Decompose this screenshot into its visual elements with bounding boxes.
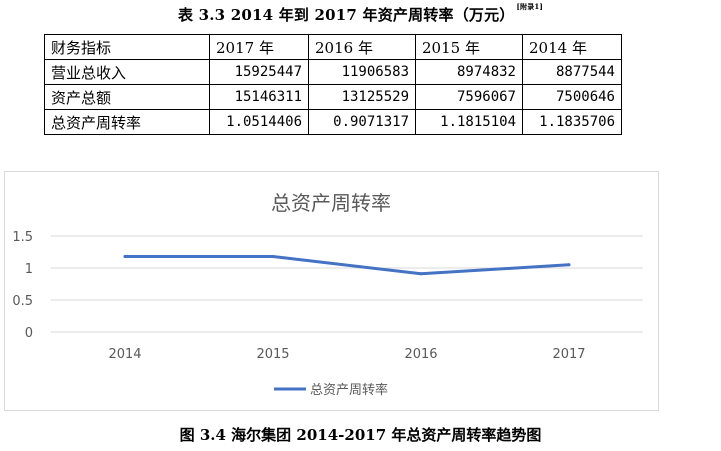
y-tick-label: 0: [25, 326, 33, 341]
table-cell: 1.0514406: [209, 109, 309, 135]
line-chart-svg: 总资产周转率 0 0.5 1 1.5 2014 2015 2016 2017 总资产周转率: [12, 191, 643, 398]
table-cell: 11906583: [308, 59, 416, 85]
header-cell-2016: 2016 年: [308, 34, 416, 60]
data-point: [419, 272, 423, 276]
chart-title: 总资产周转率: [271, 191, 391, 215]
header-cell-2017: 2017 年: [209, 34, 309, 60]
row-label: 营业总收入: [44, 59, 210, 85]
table-row: 营业总收入 15925447 11906583 8974832 8877544: [44, 59, 622, 85]
table-cell: 8877544: [522, 59, 622, 85]
header-cell-2015: 2015 年: [415, 34, 523, 60]
series-line: [123, 254, 571, 276]
y-axis-ticks: 0 0.5 1 1.5: [12, 230, 33, 341]
table-cell: 15925447: [209, 59, 309, 85]
gridlines: [51, 235, 643, 333]
table-title-note: [附录1]: [516, 2, 543, 11]
x-tick-label: 2015: [256, 347, 289, 362]
table-cell: 0.9071317: [308, 109, 416, 135]
table-cell: 7500646: [522, 84, 622, 110]
legend: 总资产周转率: [274, 382, 388, 398]
table-title: 表 3.3 2014 年到 2017 年资产周转率（万元） [附录1]: [0, 2, 721, 25]
y-tick-label: 1: [25, 262, 33, 277]
x-tick-label: 2014: [108, 347, 141, 362]
data-point: [271, 254, 275, 258]
table-cell: 1.1815104: [415, 109, 523, 135]
x-tick-label: 2016: [404, 347, 437, 362]
y-tick-label: 1.5: [12, 230, 33, 245]
table-row: 总资产周转率 1.0514406 0.9071317 1.1815104 1.1…: [44, 109, 622, 135]
row-label: 总资产周转率: [44, 109, 210, 135]
table-cell: 13125529: [308, 84, 416, 110]
legend-label: 总资产周转率: [310, 382, 388, 398]
table-cell: 8974832: [415, 59, 523, 85]
header-cell-metric: 财务指标: [44, 34, 210, 60]
table-cell: 1.1835706: [522, 109, 622, 135]
data-point: [567, 263, 571, 267]
table-cell: 7596067: [415, 84, 523, 110]
row-label: 资产总额: [44, 84, 210, 110]
x-tick-label: 2017: [552, 347, 585, 362]
table-row: 资产总额 15146311 13125529 7596067 7500646: [44, 84, 622, 110]
table-cell: 15146311: [209, 84, 309, 110]
table-title-text: 表 3.3 2014 年到 2017 年资产周转率（万元）: [177, 6, 515, 24]
table-header-row: 财务指标 2017 年 2016 年 2015 年 2014 年: [44, 34, 622, 60]
series-layer: [123, 254, 571, 276]
line-chart: 总资产周转率 0 0.5 1 1.5 2014 2015 2016 2017 总资产周转率: [4, 171, 659, 411]
financial-table: 财务指标 2017 年 2016 年 2015 年 2014 年 营业总收入 1…: [44, 34, 622, 135]
figure-caption: 图 3.4 海尔集团 2014-2017 年总资产周转率趋势图: [179, 426, 542, 444]
header-cell-2014: 2014 年: [522, 34, 622, 60]
x-axis-ticks: 2014 2015 2016 2017: [108, 347, 585, 362]
data-point: [123, 254, 127, 258]
y-tick-label: 0.5: [12, 294, 33, 309]
